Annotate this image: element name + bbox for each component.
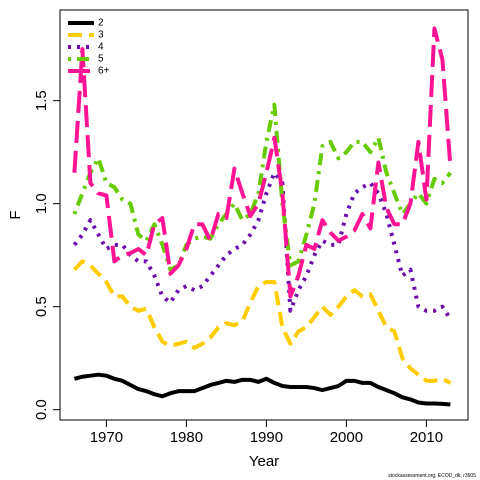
x-tick-label: 2010 [410, 429, 443, 446]
series-line [72, 26, 453, 299]
legend-label: 5 [98, 54, 104, 65]
y-axis-title: F [7, 210, 24, 219]
x-axis-title: Year [249, 453, 279, 470]
series-line [73, 372, 451, 407]
x-tick-label: 1970 [90, 429, 123, 446]
y-tick-label: 0.5 [33, 296, 50, 317]
y-tick-label: 1.5 [33, 90, 50, 111]
x-tick-label: 2000 [330, 429, 363, 446]
source-note: stockassessment.org, ECOD_dk, r3605 [388, 473, 476, 479]
legend-label: 6+ [98, 66, 110, 77]
y-tick-label: 0.0 [33, 399, 50, 420]
legend-label: 4 [98, 42, 104, 53]
series-line [72, 170, 453, 321]
legend-label: 2 [98, 18, 104, 29]
x-tick-label: 1980 [170, 429, 203, 446]
y-tick-label: 1.0 [33, 193, 50, 214]
series-line [72, 102, 452, 272]
series-line [72, 259, 452, 385]
plot-frame [59, 9, 469, 421]
x-tick-label: 1990 [250, 429, 283, 446]
legend-label: 3 [98, 30, 104, 41]
